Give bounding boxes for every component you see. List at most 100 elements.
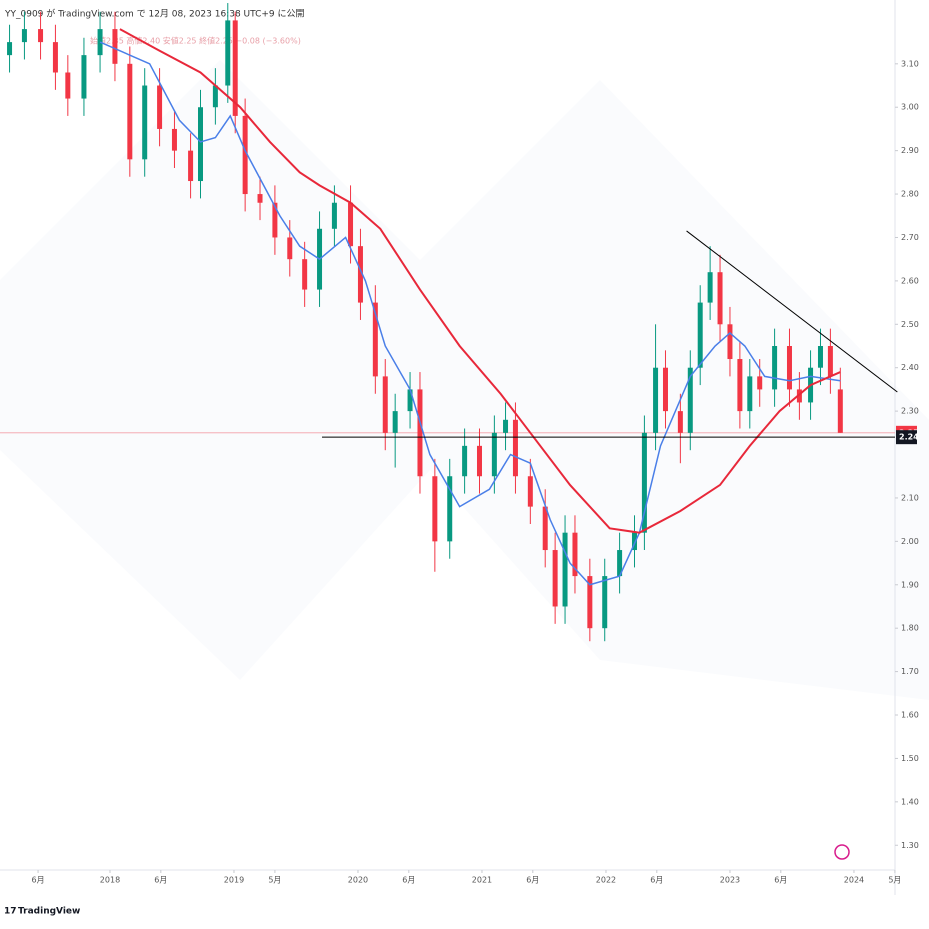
- trend-line: [686, 230, 898, 393]
- candle-body: [757, 376, 763, 390]
- y-tick-label: 2.70: [901, 233, 919, 242]
- candle-body: [827, 346, 833, 377]
- hline-badge: [896, 430, 917, 445]
- candle-body: [21, 29, 27, 43]
- candle-body: [562, 532, 568, 607]
- x-tick-label: 5月: [888, 876, 901, 885]
- candle-body: [232, 20, 238, 116]
- candle-body: [432, 476, 438, 542]
- candle-body: [572, 532, 578, 577]
- candle-body: [697, 302, 703, 368]
- candle-body: [631, 532, 637, 551]
- y-tick-label: 2.80: [901, 190, 919, 199]
- candle-body: [65, 72, 71, 99]
- candle-body: [786, 346, 792, 390]
- candle-body: [512, 419, 518, 477]
- y-tick-label: 2.00: [901, 537, 919, 546]
- x-tick-label: 6月: [526, 876, 539, 885]
- candle-body: [127, 63, 133, 160]
- y-tick-label: 1.40: [901, 797, 919, 806]
- x-tick-label: 6月: [402, 876, 415, 885]
- candle-body: [348, 202, 354, 247]
- candle-body: [837, 389, 843, 433]
- candle-body: [677, 411, 683, 433]
- candle-body: [112, 29, 118, 64]
- candle-body: [417, 389, 423, 477]
- candle-body: [407, 389, 413, 412]
- x-tick-label: 2024: [844, 876, 864, 885]
- candle-body: [81, 55, 87, 99]
- candle-body: [527, 476, 533, 507]
- candle-body: [602, 576, 608, 629]
- candle-body: [52, 42, 58, 73]
- x-tick-label: 2020: [348, 876, 368, 885]
- x-tick-label: 6月: [650, 876, 663, 885]
- candle-body: [188, 150, 194, 182]
- candle-body: [392, 411, 398, 433]
- footer-brand: TradingView: [18, 907, 80, 917]
- moving-average: [99, 41, 841, 586]
- candle-body: [198, 107, 204, 182]
- y-tick-label: 3.00: [901, 103, 919, 112]
- y-tick-label: 2.50: [901, 320, 919, 329]
- candle-body: [687, 367, 693, 433]
- candle-body: [552, 550, 558, 607]
- y-tick-label: 2.30: [901, 407, 919, 416]
- y-tick-label: 1.30: [901, 841, 919, 850]
- y-tick-label: 2.60: [901, 276, 919, 285]
- x-tick-label: 2023: [720, 876, 740, 885]
- alert-icon[interactable]: [834, 844, 850, 860]
- candle-body: [727, 324, 733, 360]
- y-tick-label: 1.50: [901, 754, 919, 763]
- x-tick-label: 5月: [268, 876, 281, 885]
- candle-body: [212, 85, 218, 108]
- candle-body: [302, 259, 308, 290]
- x-tick-label: 2021: [472, 876, 492, 885]
- y-tick-label: 1.80: [901, 624, 919, 633]
- candle-body: [242, 115, 248, 195]
- candle-body: [382, 376, 388, 433]
- candle-body: [142, 85, 148, 160]
- candle-body: [272, 202, 278, 238]
- candle-body: [7, 42, 13, 56]
- candle-body: [707, 272, 713, 303]
- x-tick-label: 2019: [224, 876, 244, 885]
- candle-body: [157, 85, 163, 129]
- candle-body: [503, 419, 509, 433]
- y-tick-label: 1.70: [901, 667, 919, 676]
- candle-body: [617, 550, 623, 577]
- x-tick-label: 6月: [774, 876, 787, 885]
- candle-body: [772, 346, 778, 390]
- candle-body: [287, 237, 293, 260]
- y-tick-label: 3.10: [901, 59, 919, 68]
- publish-title: YY_0909 が TradingView.com で 12月 08, 2023…: [4, 8, 305, 20]
- x-tick-label: 2022: [596, 876, 616, 885]
- candle-body: [737, 359, 743, 412]
- y-tick-label: 2.10: [901, 493, 919, 502]
- candle-body: [257, 194, 263, 203]
- x-tick-label: 6月: [32, 876, 45, 885]
- candle-body: [38, 29, 44, 43]
- candle-body: [542, 506, 548, 551]
- footer-logo: 17: [4, 907, 17, 917]
- hline-label: 2.24: [899, 433, 919, 442]
- x-tick-label: 2018: [100, 876, 120, 885]
- y-tick-label: 1.90: [901, 580, 919, 589]
- candle-body: [357, 246, 363, 303]
- candle-body: [372, 302, 378, 377]
- candle-body: [447, 476, 453, 542]
- candle-body: [462, 445, 468, 477]
- candle-body: [796, 389, 802, 403]
- y-tick-label: 2.90: [901, 146, 919, 155]
- candle-body: [491, 432, 497, 477]
- candle-body: [641, 432, 647, 533]
- candle-body: [331, 202, 337, 229]
- candle-body: [653, 367, 659, 433]
- candle-body: [747, 376, 753, 412]
- candle-body: [717, 272, 723, 325]
- ohlc-legend: 始値2.35 高値2.40 安値2.25 終値2.25 −0.08 (−3.60…: [90, 36, 301, 46]
- y-tick-label: 1.60: [901, 711, 919, 720]
- candle-body: [817, 346, 823, 368]
- candle-body: [587, 576, 593, 629]
